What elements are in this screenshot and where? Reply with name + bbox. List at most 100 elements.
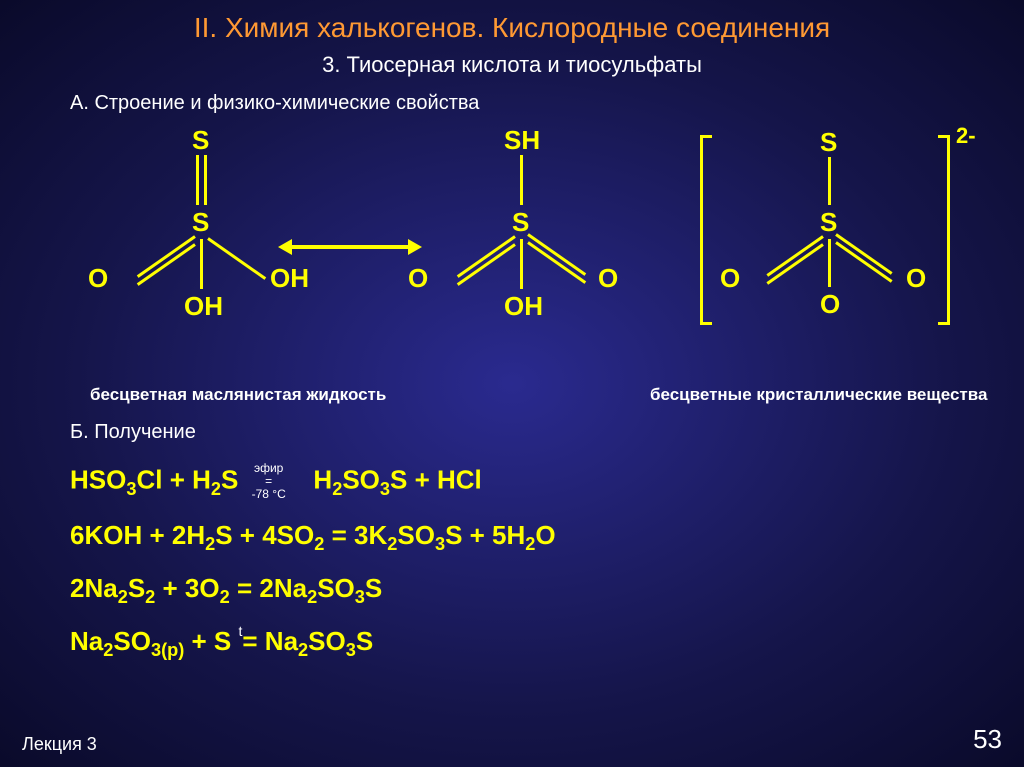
eq3-s3: 2 [220,587,230,607]
bond-right [207,237,266,280]
eq4-s2: 3(р) [151,640,184,660]
eq2-p1: 6KOH + 2H [70,520,205,550]
eq2-s3: 2 [387,534,397,554]
atom-top: S [192,125,209,156]
structures-row: S S O OH OH SH S O O OH 2- S S [0,125,1024,385]
eq2-s5: 2 [525,534,535,554]
bond-left-1 [137,235,196,278]
eq4-p3: + S [184,626,238,656]
structure-form2: SH S O O OH [400,125,640,355]
eq4-p1: Na [70,626,103,656]
equation-3: 2Na2S2 + 3O2 = 2Na2SO3S [70,573,1024,608]
atom-center: S [512,207,529,238]
eq2-p3: = 3K [324,520,387,550]
bond-right-2 [835,241,892,282]
atom-top: SH [504,125,540,156]
atom-bottom: OH [504,291,543,322]
bond-left-1 [457,235,516,278]
atom-left: O [88,263,108,294]
eq4-s4: 3 [346,640,356,660]
eq2-p5: S + 5H [445,520,525,550]
eq1-sub2: 2 [211,479,221,499]
equation-4: Na2SO3(р) + S t= Na2SO3S [70,626,1024,661]
eq1-sub1: 3 [126,479,136,499]
atom-bottom: O [820,289,840,320]
eq3-p2: S [128,573,145,603]
bracket-right [938,135,950,325]
structure-ion: 2- S S O O O [710,125,950,355]
atom-left: O [408,263,428,294]
section-a-head: А. Строение и физико-химические свойства [70,92,1024,115]
bond-right-1 [835,233,892,274]
eq2-s1: 2 [205,534,215,554]
eq3-p6: S [365,573,382,603]
atom-bottom: OH [184,291,223,322]
eq2-s4: 3 [435,534,445,554]
bond-left-2 [766,243,823,284]
atom-right: O [598,263,618,294]
caption-left: бесцветная маслянистая жидкость [90,385,386,405]
bond-bottom [828,239,831,287]
atom-left: O [720,263,740,294]
equations-block: HSO3Cl + H2S эфир=-78 °C H2SO3S + HCl 6K… [70,462,1024,661]
bond-top-2 [204,155,207,205]
eq1-p2: Cl + H [136,465,210,495]
eq4-p4: SO [308,626,346,656]
eq4-s3: 2 [298,640,308,660]
eq1-p5: SO [342,465,380,495]
eq3-p1: 2Na [70,573,118,603]
eq2-p6: O [535,520,555,550]
eq3-s5: 3 [355,587,365,607]
footer-page-number: 53 [973,724,1002,755]
bond-left-2 [137,243,196,286]
bond-top [520,155,523,205]
eq4-s1: 2 [103,640,113,660]
bond-bottom [200,239,203,289]
eq4-p2: SO [113,626,151,656]
eq1-p6: S + HCl [390,465,482,495]
bond-bottom [520,239,523,289]
eq1-conditions: эфир=-78 °C [252,462,286,502]
resonance-arrow [290,245,410,249]
footer-lecture: Лекция 3 [22,734,97,755]
ion-charge: 2- [956,123,976,149]
eq3-s4: 2 [307,587,317,607]
eq1-p4: H [313,465,332,495]
atom-right: OH [270,263,309,294]
bond-right-2 [527,241,586,284]
eq3-s1: 2 [118,587,128,607]
eq1-sub4: 3 [380,479,390,499]
page-title: II. Химия халькогенов. Кислородные соеди… [0,0,1024,44]
eq4-p5: S [356,626,373,656]
eq2-p4: SO [397,520,435,550]
eq2-s2: 2 [314,534,324,554]
bond-left-2 [457,243,516,286]
bond-top-1 [196,155,199,205]
atom-center: S [192,207,209,238]
page-subtitle: 3. Тиосерная кислота и тиосульфаты [0,52,1024,78]
atom-top: S [820,127,837,158]
eq1-cond-top: эфир [254,461,283,475]
caption-right: бесцветные кристаллические вещества [650,385,987,405]
equation-1: HSO3Cl + H2S эфир=-78 °C H2SO3S + HCl [70,462,1024,502]
eq3-p5: SO [317,573,355,603]
bond-left-1 [766,235,823,276]
bond-top [828,157,831,205]
eq1-p3: S [221,465,238,495]
caption-row: бесцветная маслянистая жидкость бесцветн… [0,385,1024,413]
eq1-p1: HSO [70,465,126,495]
eq4-eq: = Na [242,626,298,656]
eq3-p3: + 3O [155,573,219,603]
eq2-p2: S + 4SO [215,520,314,550]
bracket-left [700,135,712,325]
eq3-s2: 2 [145,587,155,607]
bond-right-1 [527,233,586,276]
equation-2: 6KOH + 2H2S + 4SO2 = 3K2SO3S + 5H2O [70,520,1024,555]
atom-right: O [906,263,926,294]
atom-center: S [820,207,837,238]
eq1-sub3: 2 [332,479,342,499]
eq1-cond-bot: -78 °C [252,487,286,501]
section-b-head: Б. Получение [70,421,1024,444]
eq3-p4: = 2Na [230,573,307,603]
eq4-cond: t [239,623,243,639]
